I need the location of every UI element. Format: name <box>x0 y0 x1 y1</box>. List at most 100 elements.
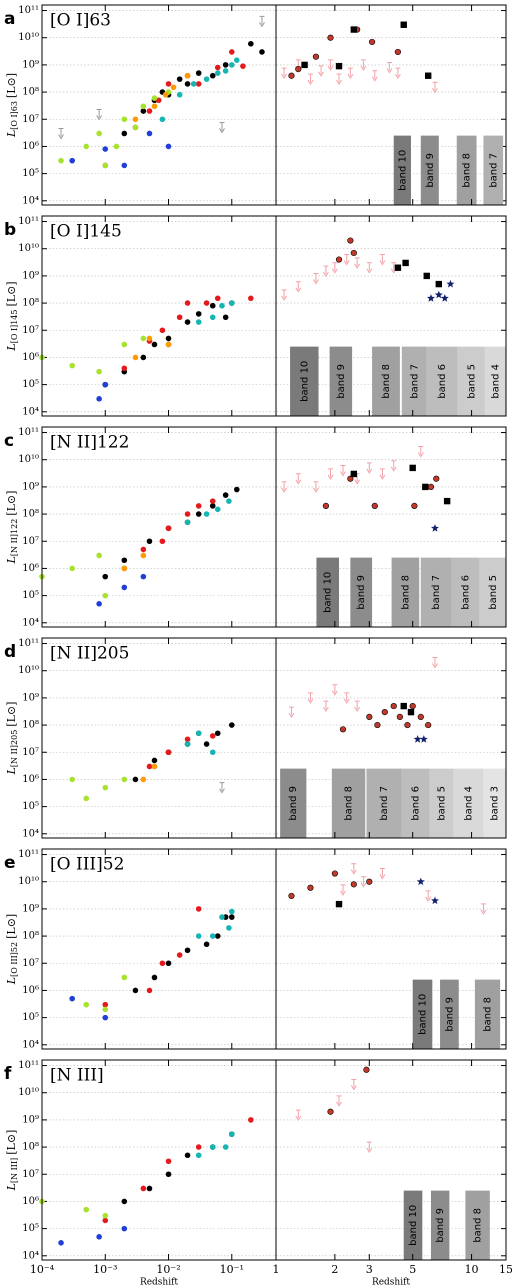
data-point <box>327 34 334 41</box>
data-point <box>176 91 183 98</box>
upper-limit <box>340 465 346 477</box>
upper-limit <box>336 73 342 86</box>
data-point <box>209 72 216 79</box>
y-tick-label: 10⁹ <box>22 270 39 281</box>
data-point <box>165 1171 172 1178</box>
alma-band <box>329 346 353 416</box>
data-point <box>184 1152 191 1159</box>
y-tick-label: 10⁸ <box>22 509 39 520</box>
data-point <box>184 741 191 747</box>
y-label-unit: [L⊙] <box>5 281 18 306</box>
upper-limit <box>295 281 302 293</box>
x-tick-label: 1 <box>273 1263 280 1276</box>
data-point <box>102 592 109 599</box>
y-label-unit: [L⊙] <box>5 491 18 516</box>
y-tick-label: 10⁴ <box>22 1039 39 1050</box>
data-point <box>140 573 147 580</box>
data-point <box>102 1217 109 1224</box>
data-point <box>58 157 64 164</box>
data-point <box>209 498 216 504</box>
x-tick-label: 10⁻¹ <box>220 1263 244 1276</box>
alma-band <box>440 979 459 1049</box>
data-point <box>203 76 210 82</box>
y-label-symbol: L <box>5 1183 18 1191</box>
data-point <box>233 486 240 493</box>
data-point <box>121 557 128 564</box>
y-tick-label: 10⁸ <box>22 87 39 98</box>
data-point <box>335 900 343 908</box>
axes-frame <box>41 637 277 839</box>
y-tick-label: 10⁵ <box>22 1012 39 1023</box>
y-tick-label: 10⁷ <box>22 114 39 125</box>
y-label-subscript: [O III]52 <box>10 942 19 977</box>
y-tick-label: 10¹¹ <box>18 5 39 16</box>
y-tick-label: 10⁴ <box>22 828 39 839</box>
y-tick-label: 10⁴ <box>22 195 39 206</box>
band-label: band 7 <box>488 153 499 188</box>
data-point <box>423 272 430 280</box>
data-point <box>331 870 338 877</box>
data-point <box>96 1233 102 1240</box>
y-axis-label: L[O I]63 [L⊙] <box>5 73 19 138</box>
data-point <box>214 730 221 737</box>
data-point <box>195 311 202 317</box>
alma-band <box>401 346 427 416</box>
upper-limit <box>96 108 103 121</box>
data-point <box>371 502 378 509</box>
upper-limit <box>360 876 367 888</box>
upper-limit <box>336 1095 342 1107</box>
data-point <box>140 108 147 114</box>
data-point <box>165 960 172 967</box>
data-point <box>83 143 90 150</box>
upper-limit <box>219 782 225 794</box>
upper-limit <box>379 868 386 880</box>
data-point <box>402 259 409 267</box>
data-point <box>347 475 354 482</box>
upper-limit <box>259 15 265 28</box>
data-point <box>113 143 120 150</box>
x-tick-label: 10⁻⁴ <box>30 1263 55 1276</box>
data-point <box>209 314 216 321</box>
data-point <box>184 947 191 954</box>
data-point <box>248 295 254 302</box>
data-point <box>347 237 354 244</box>
band-label: band 4 <box>464 786 475 821</box>
y-label-symbol: L <box>5 130 18 138</box>
data-point <box>83 795 90 802</box>
data-point <box>190 81 197 87</box>
axes-frame <box>41 215 277 417</box>
y-tick-label: 10⁴ <box>22 1250 39 1261</box>
band-label: band 10 <box>408 1205 419 1246</box>
data-point <box>195 1152 202 1159</box>
band-label: band 8 <box>400 575 411 610</box>
y-label-unit: [L⊙] <box>5 1130 18 1155</box>
data-point <box>165 143 172 150</box>
band-label: band 9 <box>288 786 299 821</box>
data-point <box>96 396 102 402</box>
y-label-subscript: [N III] <box>10 1158 19 1183</box>
data-point <box>203 511 210 517</box>
panel: 10⁴ 10⁵ 10⁶ 10⁷ 10⁸ 10⁹ 10¹⁰ 10¹¹ band 10 band 9 b… <box>4 4 507 206</box>
alma-band <box>372 346 400 416</box>
data-point <box>146 763 153 770</box>
data-point <box>209 733 216 739</box>
upper-limit <box>343 254 350 266</box>
data-point <box>140 776 147 783</box>
data-point <box>151 763 158 770</box>
data-point <box>132 354 139 361</box>
data-point <box>307 884 314 891</box>
data-point <box>209 503 216 509</box>
y-tick-label: 10¹¹ <box>18 427 39 438</box>
data-point <box>102 146 109 152</box>
data-point <box>366 878 373 885</box>
band-label: band 9 <box>356 575 367 610</box>
data-point <box>140 546 147 553</box>
band-label: band 7 <box>431 575 442 610</box>
upper-limit <box>354 700 361 713</box>
data-point <box>121 1198 128 1205</box>
data-point <box>222 314 229 321</box>
y-label-subscript: [N II]122 <box>10 519 19 556</box>
x-tick-label: 3 <box>366 1263 373 1276</box>
data-point <box>228 914 235 920</box>
data-point <box>427 483 435 491</box>
